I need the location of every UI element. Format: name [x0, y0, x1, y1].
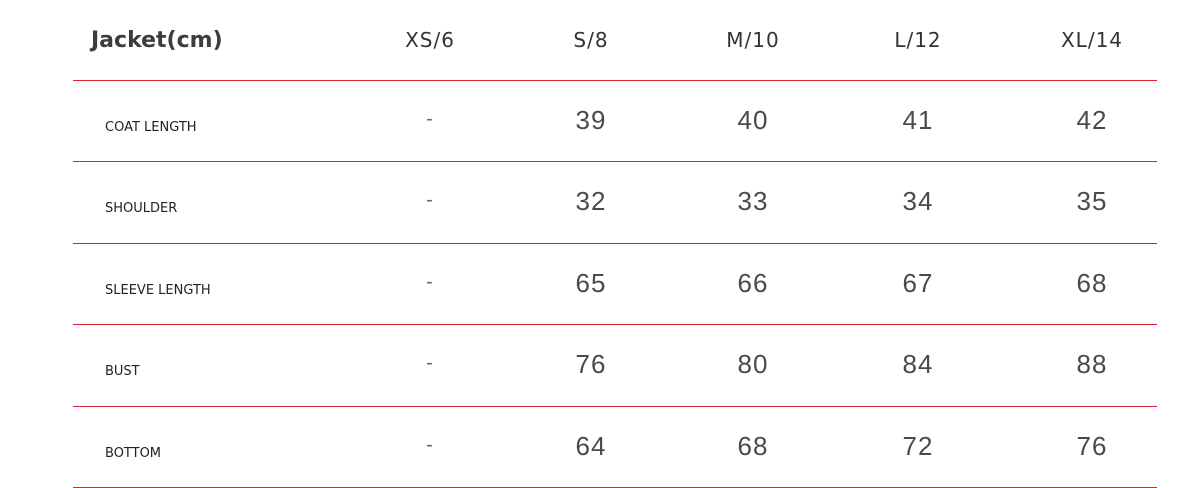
table-cell: -: [426, 270, 434, 293]
row-label: BOTTOM: [105, 445, 162, 461]
table-cell: 72: [902, 430, 934, 461]
column-header: XL/14: [1060, 28, 1124, 52]
table-cell: 68: [737, 430, 769, 461]
table-cell: 84: [902, 349, 934, 379]
table-cell: 67: [902, 267, 934, 298]
table-cell: 80: [737, 349, 769, 379]
table-cell: 32: [575, 186, 607, 216]
column-header: L/12: [894, 28, 942, 52]
table-cell: 40: [737, 104, 769, 135]
table-cell: 64: [575, 430, 607, 461]
table-cell: -: [426, 189, 434, 211]
table-cell: 65: [575, 267, 607, 298]
row-label: SLEEVE LENGTH: [105, 282, 211, 298]
row-label: COAT LENGTH: [105, 119, 197, 135]
row-divider: [73, 324, 1157, 325]
column-header: S/8: [573, 28, 609, 52]
column-header: M/10: [726, 28, 780, 52]
table-cell: -: [426, 352, 434, 374]
table-cell: 76: [1076, 430, 1108, 461]
row-divider: [73, 161, 1157, 162]
table-cell: 42: [1076, 104, 1108, 135]
table-cell: 35: [1076, 186, 1108, 216]
row-divider: [73, 406, 1157, 407]
table-cell: 34: [902, 186, 934, 216]
row-divider: [73, 80, 1157, 81]
table-cell: 33: [737, 186, 769, 216]
table-cell: -: [426, 107, 434, 130]
table-cell: 41: [902, 104, 934, 135]
row-divider: [73, 243, 1157, 244]
table-cell: 88: [1076, 349, 1108, 379]
table-cell: 66: [737, 267, 769, 298]
table-cell: -: [426, 433, 434, 456]
row-label: SHOULDER: [105, 201, 178, 216]
table-cell: 39: [575, 104, 607, 135]
table-cell: 76: [575, 349, 607, 379]
table-title: Jacket(cm): [91, 28, 223, 53]
column-header: XS/6: [405, 28, 455, 52]
row-label: BUST: [105, 364, 140, 379]
table-cell: 68: [1076, 267, 1108, 298]
